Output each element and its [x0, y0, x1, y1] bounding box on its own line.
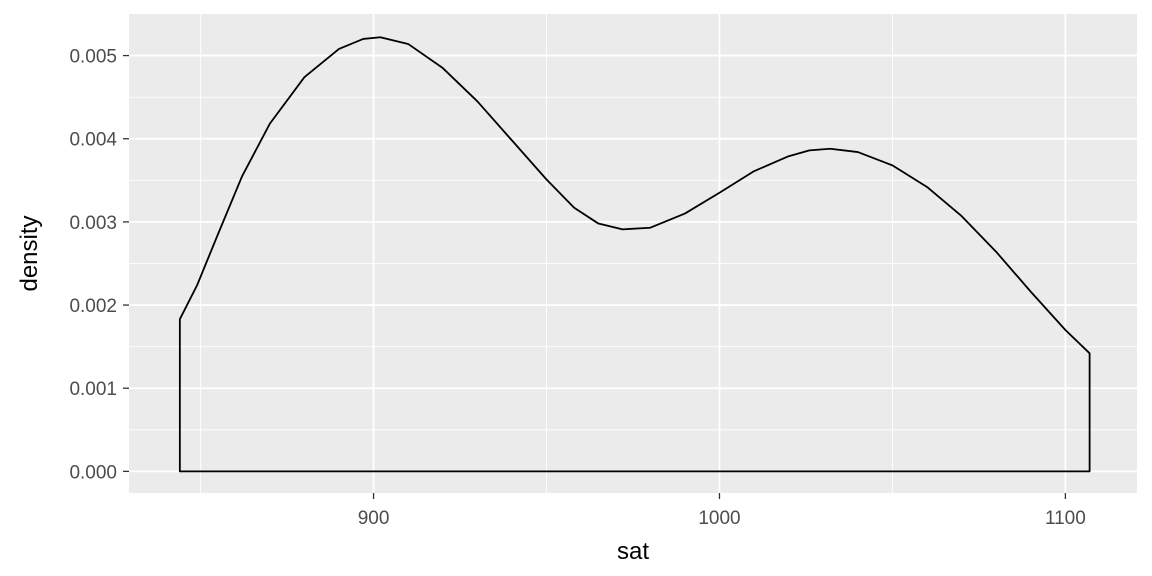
- series-layer: [178, 36, 1091, 473]
- x-tick-label: 1100: [1045, 508, 1086, 529]
- y-tick-label: 0.000: [69, 462, 117, 483]
- axis-ticks: [123, 54, 1067, 499]
- x-axis-title: sat: [617, 538, 649, 565]
- y-axis-title: density: [16, 215, 43, 291]
- plot-panel: [129, 14, 1137, 493]
- y-tick-label: 0.003: [69, 213, 117, 234]
- tick-labels: 900 1000 1100 0.000 0.001 0.002 0.003 0.004 0.00…: [69, 47, 1085, 529]
- grid-lines: [129, 14, 1137, 493]
- y-tick-label: 0.001: [69, 379, 117, 400]
- density-curve: [178, 36, 1091, 473]
- x-tick-label: 900: [358, 508, 390, 529]
- y-tick-label: 0.004: [69, 130, 117, 151]
- x-tick-label: 1000: [698, 508, 740, 529]
- y-tick-label: 0.005: [69, 47, 117, 68]
- y-tick-label: 0.002: [69, 296, 117, 317]
